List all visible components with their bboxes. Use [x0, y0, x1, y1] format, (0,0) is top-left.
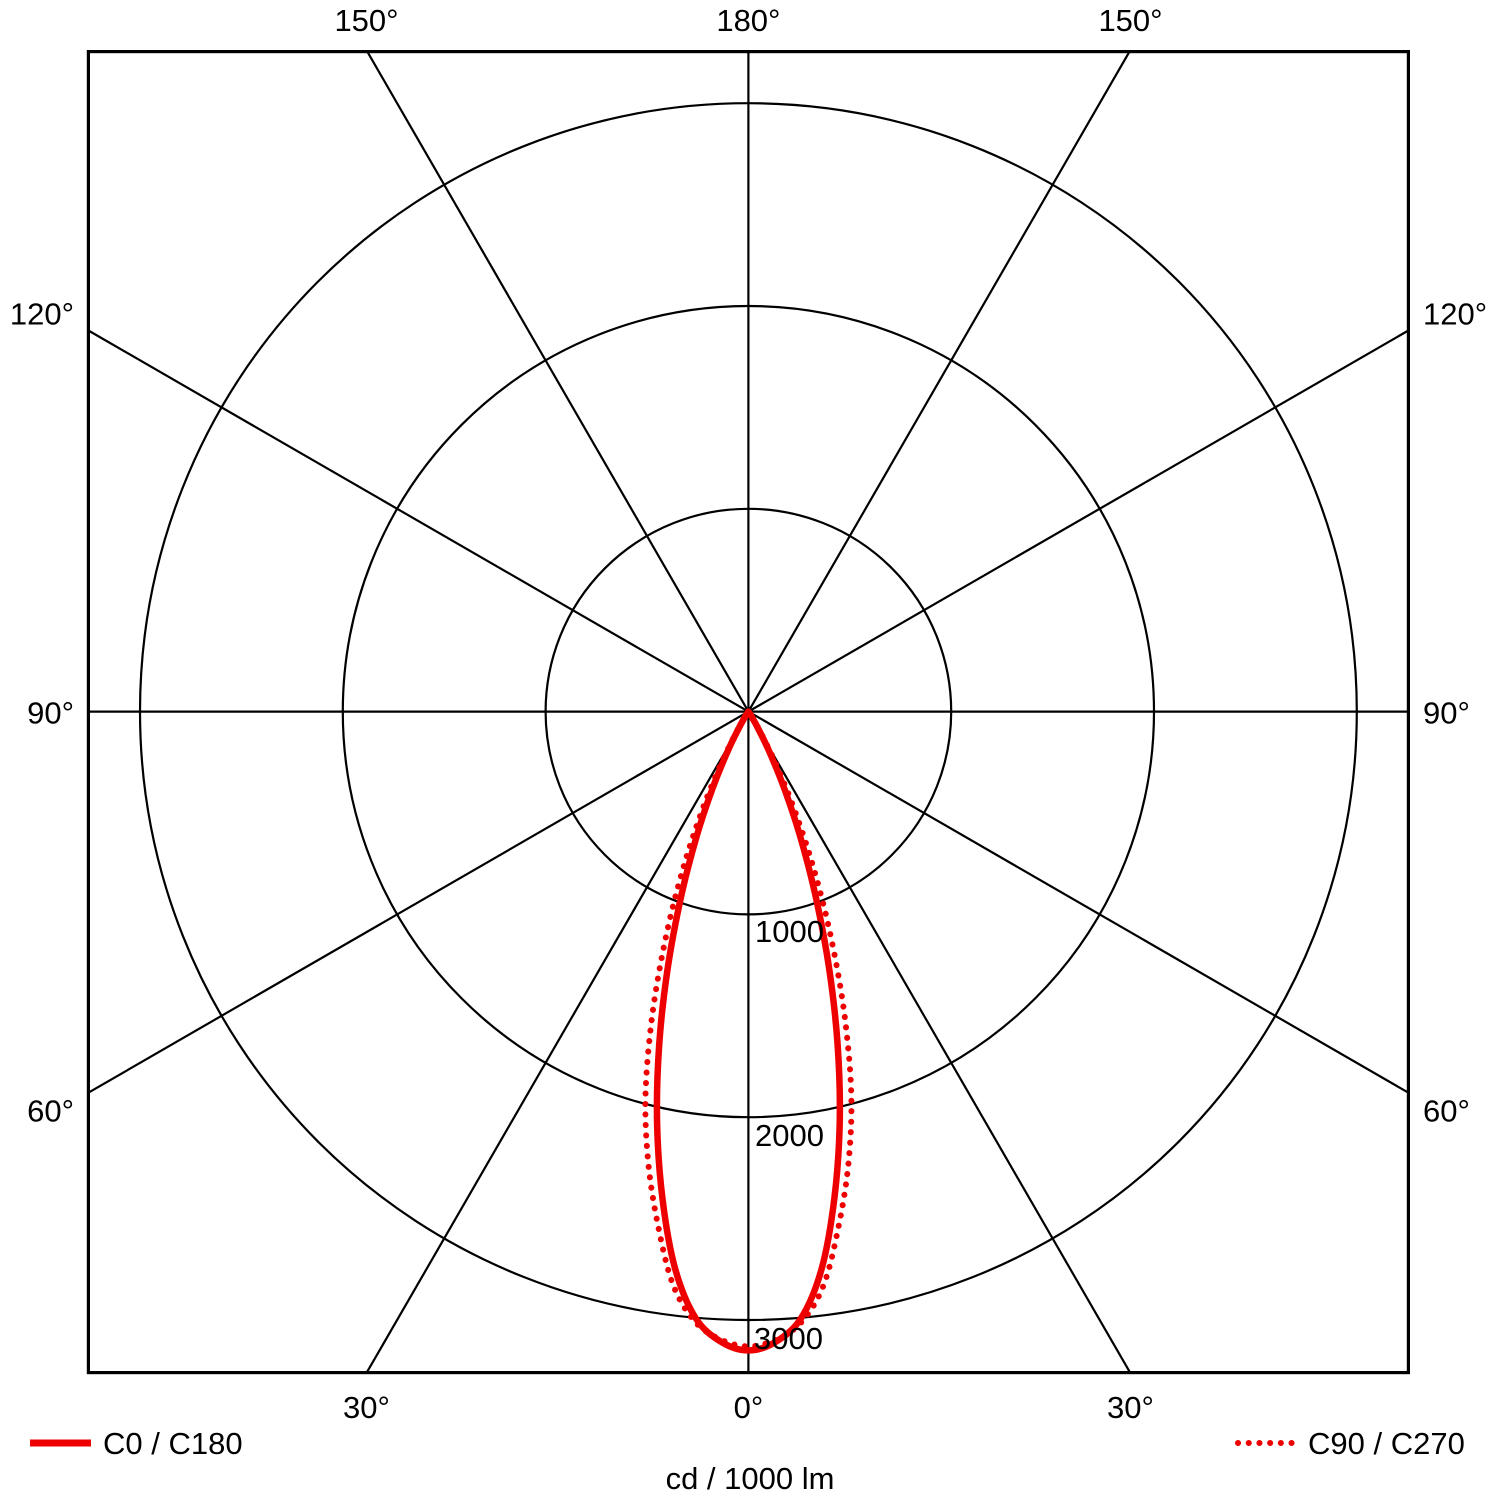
polar-grid	[87, 51, 1409, 1373]
angle-label-top-180: 180°	[716, 3, 780, 38]
angle-label-left-120: 120°	[10, 297, 74, 332]
angle-label-top-right-150: 150°	[1098, 3, 1162, 38]
chart-caption: cd / 1000 lm	[666, 1461, 835, 1496]
angle-label-top-left-150: 150°	[334, 3, 398, 38]
grid-spoke-150	[747, 51, 1131, 713]
curve-c90-c270	[642, 708, 855, 1350]
angle-label-right-120: 120°	[1423, 297, 1487, 332]
angle-label-bottom-left-30: 30°	[343, 1390, 390, 1425]
grid-spoke-30	[747, 711, 1131, 1373]
grid-spoke-240	[87, 329, 749, 713]
legend-label-c0-c180: C0 / C180	[103, 1426, 243, 1461]
grid-spoke-300	[87, 710, 749, 1094]
curve-c0-c180	[653, 708, 844, 1354]
grid-spoke-120	[747, 329, 1409, 713]
legend-label-c90-c270: C90 / C270	[1308, 1426, 1465, 1461]
grid-spoke-210	[366, 51, 750, 713]
grid-spoke-330	[366, 711, 750, 1373]
legend-item-c90-c270: C90 / C270	[1235, 1426, 1465, 1461]
angle-label-left-90: 90°	[27, 696, 74, 731]
angle-label-bottom-0: 0°	[734, 1390, 764, 1425]
angle-label-bottom-right-30: 30°	[1107, 1390, 1154, 1425]
ring-label-1000: 1000	[755, 914, 824, 949]
grid-spoke-60	[747, 710, 1409, 1094]
legend-item-c0-c180: C0 / C180	[30, 1426, 243, 1461]
ring-label-2000: 2000	[755, 1118, 824, 1153]
plot-border	[86, 49, 1411, 1375]
angle-label-right-60: 60°	[1423, 1094, 1470, 1129]
angle-label-left-60: 60°	[27, 1094, 74, 1129]
angle-label-right-90: 90°	[1423, 696, 1470, 731]
ring-label-3000: 3000	[754, 1321, 823, 1356]
